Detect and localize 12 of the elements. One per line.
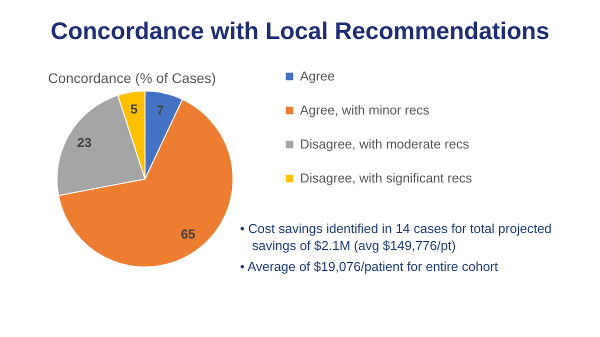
legend-label: Agree [300,68,335,84]
text: • Average of $19,076/patient for entire cohort [240,258,499,275]
legend-label: Agree, with minor recs [300,102,430,118]
chart-title: Concordance with Local Recommendations [50,18,550,46]
data-label: 23 [77,135,92,150]
chart-subtitle: Concordance (% of Cases) [48,70,216,86]
legend-label: Disagree, with significant recs [300,170,472,186]
legend-label: Disagree, with moderate recs [300,136,470,152]
data-label: 65 [180,226,196,242]
text: • Cost savings identified in 14 cases for total projected savings of $2.1M (avg $149,776/pt) [240,220,553,254]
data-label: 5 [130,101,138,116]
data-label: 7 [156,102,164,118]
